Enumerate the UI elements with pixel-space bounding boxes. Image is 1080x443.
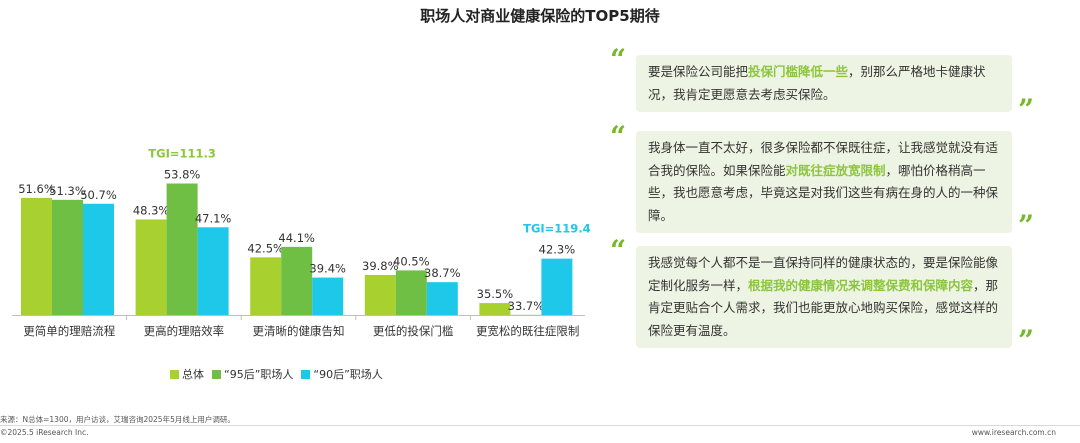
quote-1-text-pre: 要是保险公司能把	[648, 64, 749, 79]
close-quote-icon: ”	[1018, 324, 1035, 357]
data-label: 42.3%	[539, 243, 576, 257]
bar	[364, 274, 396, 315]
open-quote-icon: “	[610, 43, 627, 76]
legend-label-overall: 总体	[182, 368, 204, 381]
legend-item-overall: 总体	[170, 366, 204, 382]
bar	[250, 257, 282, 315]
tgi-annotation: TGI=119.4	[523, 222, 591, 236]
quote-2-text-post: ，哪怕价格稍高一些，我也愿意考虑，毕竟这是对我们这些有病在身的人的一种保障。	[648, 162, 999, 223]
quote-card-2: 我身体一直不太好，很多保险都不保既往症，让我感觉就没有适合我的保险。如果保险能对…	[636, 131, 1012, 233]
bar	[281, 246, 313, 315]
legend-swatch-overall	[170, 369, 179, 379]
data-label: 44.1%	[278, 231, 315, 245]
data-label: 53.8%	[164, 168, 201, 182]
data-label: 39.8%	[362, 259, 399, 273]
bar	[135, 219, 167, 315]
bar	[166, 183, 198, 315]
quote-card-1: 要是保险公司能把投保门槛降低一些，别那么严格地卡健康状况，我肯定更愿意去考虑买保…	[636, 55, 1012, 112]
quote-1-text-post: ，别那么严格地卡健康状况，我肯定更愿意去考虑买保险。	[648, 64, 986, 102]
bar	[479, 303, 511, 315]
quote-2-highlight: 对既往症放宽限制	[785, 162, 886, 178]
bar	[83, 203, 114, 315]
website-link[interactable]: www.iresearch.com.cn	[971, 428, 1056, 437]
bar	[395, 270, 427, 315]
quote-2-text-pre: 我身体一直不太好，很多保险都不保既往症，让我感觉就没有适合我的保险。如果保险能	[648, 140, 999, 178]
data-label: 35.5%	[477, 287, 514, 301]
legend-item-95: “95后”职场人	[212, 366, 293, 382]
category-label: 更简单的理赔流程	[23, 324, 115, 338]
quote-card-3: 我感觉每个人都不是一直保持同样的健康状态的，要是保险能像定制化服务一样，根据我的…	[636, 246, 1012, 348]
quote-3-text-pre: 我感觉每个人都不是一直保持同样的健康状态的，要是保险能像定制化服务一样，	[648, 255, 999, 293]
bar	[52, 199, 83, 315]
source-note: 来源：N总体=1300，用户访谈，艾瑞咨询2025年5月线上用户调研。	[0, 415, 235, 424]
data-label: 48.3%	[133, 203, 170, 217]
data-label: 40.5%	[393, 254, 430, 268]
data-label: 50.7%	[80, 188, 117, 202]
tgi-annotation: TGI=111.3	[148, 147, 216, 161]
data-label: 39.4%	[309, 262, 346, 276]
open-quote-icon: “	[610, 120, 627, 153]
close-quote-icon: ”	[1018, 93, 1035, 126]
bar	[197, 227, 229, 315]
data-label: 42.5%	[247, 241, 284, 255]
data-label: 38.7%	[424, 266, 461, 280]
quote-3-highlight: 根据我的健康情况来调整保费和保障内容	[748, 277, 974, 293]
chart-legend: 总体 “95后”职场人 “90后”职场人	[170, 366, 391, 382]
legend-item-90: “90后”职场人	[301, 366, 383, 382]
legend-swatch-95	[212, 369, 221, 379]
copyright: ©2025.5 iResearch Inc.	[0, 428, 89, 437]
bar	[21, 197, 52, 315]
data-label: 47.1%	[195, 211, 232, 225]
category-label: 更高的理赔效率	[144, 324, 225, 338]
data-label: 33.7%	[508, 299, 545, 313]
quote-3-text-post: ，那肯定更贴合个人需求，我们也能更放心地购买保险，感觉这样的保险更有温度。	[648, 277, 999, 338]
footer-divider	[0, 425, 1080, 426]
bar-chart: 51.6%51.3%50.7% 更简单的理赔流程 48.3% 53.8% 47.1% 更高…	[12, 147, 591, 338]
legend-label-95: “95后”职场人	[224, 368, 294, 381]
open-quote-icon: “	[610, 234, 627, 267]
page-title: 职场人对商业健康保险的TOP5期待	[420, 7, 660, 25]
data-label: 51.3%	[49, 184, 86, 198]
bar	[541, 258, 573, 315]
close-quote-icon: ”	[1018, 209, 1035, 242]
category-label: 更低的投保门槛	[373, 324, 454, 338]
bar	[312, 277, 344, 315]
category-label: 更清晰的健康告知	[253, 324, 345, 338]
quote-1-highlight: 投保门槛降低一些	[748, 64, 849, 79]
bar	[426, 282, 458, 315]
legend-label-90: “90后”职场人	[313, 368, 383, 381]
legend-swatch-90	[301, 369, 311, 379]
category-label: 更宽松的既往症限制	[476, 324, 580, 338]
data-label: 51.6%	[18, 182, 55, 196]
